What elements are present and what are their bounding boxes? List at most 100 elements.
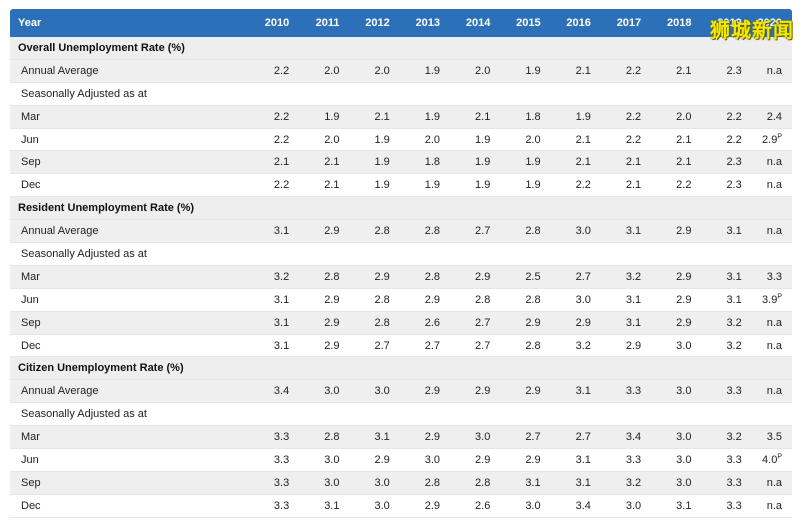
table-cell: 1.9 xyxy=(390,65,440,77)
cell-value: 3.1 xyxy=(273,225,290,238)
cell-value: 2.7 xyxy=(525,431,541,444)
cell-value: 2.0 xyxy=(324,64,340,77)
table-cell: 3.3 xyxy=(691,477,741,489)
table-cell: 2.1 xyxy=(440,111,490,123)
table-cell: 2.2 xyxy=(239,111,289,123)
table-row: Annual Average 3.1 2.9 2.8 2.8 2.7 2.8 3.0 3.1 2.… xyxy=(10,220,792,244)
table-row: Sep 3.1 2.9 2.8 2.6 2.7 2.9 2.9 3.1 2.9 3.2 n.a xyxy=(10,311,792,335)
table-cell: 1.9 xyxy=(390,179,440,191)
cell-value: 1.9 xyxy=(374,179,390,192)
table-cell: 3.2 xyxy=(691,317,741,329)
table-cell: n.a xyxy=(742,500,792,512)
cell-value: 2.1 xyxy=(625,179,642,192)
cell-value: 2.9 xyxy=(475,453,491,466)
cell-value: 2.6 xyxy=(475,499,491,512)
table-cell: 1.9 xyxy=(390,111,440,123)
cell-value: 3.1 xyxy=(575,385,591,398)
cell-value: 3.1 xyxy=(726,225,742,238)
cell-value: 3.0 xyxy=(676,453,692,466)
cell-value: 2.0 xyxy=(374,64,390,77)
cell-value: 3.1 xyxy=(324,499,340,512)
section-header-row: Citizen Unemployment Rate (%) xyxy=(10,357,792,381)
table-cell: 2.0 xyxy=(289,134,339,146)
table-cell: 2.5 xyxy=(490,271,540,283)
cell-value: 3.0 xyxy=(676,339,692,352)
table-cell: 3.1 xyxy=(691,225,741,237)
cell-value: 2.8 xyxy=(525,339,541,352)
cell-value: 2.9 xyxy=(676,293,692,306)
cell-value: 3.0 xyxy=(575,225,591,238)
table-cell: 2.0 xyxy=(641,111,691,123)
cell-value: 2.9 xyxy=(424,293,441,306)
table-cell: 3.0 xyxy=(641,431,691,443)
table-cell: 2.1 xyxy=(591,179,641,191)
cell-value: 2.1 xyxy=(676,133,692,146)
cell-value: 2.0 xyxy=(475,64,491,77)
table-row: Annual Average 3.4 3.0 3.0 2.9 2.9 2.9 3.1 3.3 3.… xyxy=(10,380,792,404)
table-cell: 2.9 xyxy=(339,271,389,283)
header-year-2011: 2011 xyxy=(315,17,340,29)
table-row: Mar 3.3 2.8 3.1 2.9 3.0 2.7 2.7 3.4 3.0 3.2 3.5 xyxy=(10,426,792,450)
cell-value: 2.8 xyxy=(475,293,491,306)
cell-value: 1.9 xyxy=(575,110,591,123)
table-cell: 2.9 xyxy=(490,454,540,466)
cell-value: n.a xyxy=(766,225,783,238)
table-body: Overall Unemployment Rate (%) Annual Aver… xyxy=(10,37,792,518)
cell-value: 3.0 xyxy=(575,293,591,306)
table-cell: 2.3 xyxy=(691,179,741,191)
table-cell: 1.9 xyxy=(440,179,490,191)
row-label: Mar xyxy=(21,431,40,444)
table-cell: n.a xyxy=(742,65,792,77)
header-year-2010: 2010 xyxy=(264,17,290,29)
table-cell: 2.0 xyxy=(390,134,440,146)
cell-value: 3.0 xyxy=(324,453,340,466)
row-label: Sep xyxy=(21,316,41,329)
section-title: Citizen Unemployment Rate (%) xyxy=(18,362,184,375)
cell-value: 2.1 xyxy=(575,156,591,169)
table-row: Jun 2.2 2.0 1.9 2.0 1.9 2.0 2.1 2.2 2.1 2.2 2.9P xyxy=(10,129,792,152)
table-cell: 2.2 xyxy=(239,65,289,77)
cell-value: 2.8 xyxy=(475,476,491,489)
table-cell: n.a xyxy=(742,477,792,489)
table-cell: 2.1 xyxy=(339,111,389,123)
cell-value: 2.8 xyxy=(374,316,390,329)
table-cell: 2.1 xyxy=(641,134,691,146)
table-cell: 2.9 xyxy=(440,271,490,283)
table-cell: 3.4 xyxy=(591,431,641,443)
table-cell: 2.9 xyxy=(490,385,540,397)
table-cell: 1.9 xyxy=(339,179,389,191)
table-cell: 2.9 xyxy=(390,294,440,306)
table-cell: 3.1 xyxy=(691,271,741,283)
cell-value: 2.9 xyxy=(475,385,491,398)
table-cell: 3.4 xyxy=(541,500,591,512)
cell-value: 1.9 xyxy=(324,110,340,123)
cell-value: 3.2 xyxy=(726,431,742,444)
cell-value: 1.9 xyxy=(475,133,491,146)
table-cell: 2.8 xyxy=(390,477,440,489)
row-label: Dec xyxy=(21,499,41,512)
cell-value: 2.1 xyxy=(273,156,290,169)
cell-value: 2.9 xyxy=(424,385,441,398)
table-cell: 2.1 xyxy=(239,156,289,168)
cell-value: 3.5 xyxy=(766,431,783,444)
cell-value: 3.1 xyxy=(575,453,591,466)
cell-value: 2.0 xyxy=(424,133,441,146)
section-title: Overall Unemployment Rate (%) xyxy=(18,41,185,54)
cell-value: 3.0 xyxy=(475,431,491,444)
table-cell: 2.9 xyxy=(641,294,691,306)
table-cell: 1.9 xyxy=(339,156,389,168)
cell-value: 2.9 xyxy=(324,225,340,238)
cell-value: 3.0 xyxy=(374,385,390,398)
header-year-2019: 2019 xyxy=(717,17,742,29)
cell-value: 3.3 xyxy=(726,499,742,512)
provisional-marker: P xyxy=(777,293,783,301)
cell-value: 2.2 xyxy=(676,179,692,192)
cell-value: 2.9 xyxy=(525,385,541,398)
cell-value: 2.7 xyxy=(475,339,491,352)
table-cell: 3.2 xyxy=(591,271,641,283)
table-cell: 3.0 xyxy=(591,500,641,512)
table-row: Dec 3.3 3.1 3.0 2.9 2.6 3.0 3.4 3.0 3.1 3.3 n.a xyxy=(10,495,792,518)
cell-value: 2.2 xyxy=(273,64,290,77)
cell-value: 2.1 xyxy=(676,156,692,169)
row-label: Mar xyxy=(21,270,40,283)
